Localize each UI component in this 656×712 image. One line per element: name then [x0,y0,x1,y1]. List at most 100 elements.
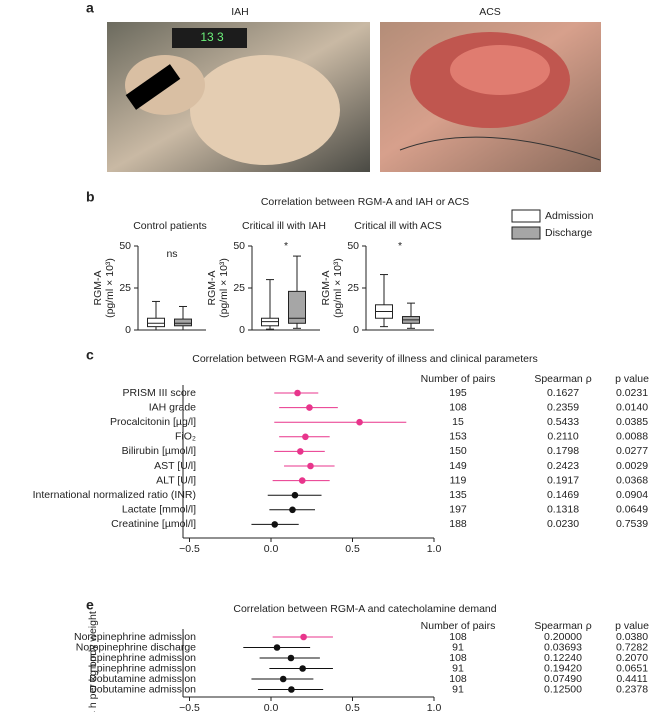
rho-cell: 0.07490 [544,673,582,685]
row-label: Dobutamine admission [89,673,196,685]
p-cell: 0.0029 [616,460,648,472]
point [298,477,306,484]
rho-cell: 0.1627 [547,387,579,399]
subplot-title: Critical ill with ACS [354,220,442,232]
annotation: ns [166,248,177,260]
y-axis-label: 24 h per kg body weight [87,611,99,712]
row-label: Creatinine [µmol/l] [111,518,196,530]
row-label: Norepinephrine admission [74,631,196,643]
row-label: Norepinephrine discharge [76,641,196,653]
column-header: p value [615,620,649,632]
y-axis-label: (pg/ml × 10³) [104,258,116,318]
row-label: International normalized ratio (INR) [33,489,196,501]
pairs-cell: 153 [449,431,467,443]
rho-cell: 0.2359 [547,401,579,413]
panel-label: a [86,0,94,16]
row-label: AST [U/l] [154,460,196,472]
pairs-cell: 197 [449,504,467,516]
rho-cell: 0.5433 [547,416,579,428]
p-cell: 0.0904 [616,489,648,501]
box [147,317,165,328]
p-cell: 0.0277 [616,445,648,457]
point [288,686,295,693]
y-axis-label: RGM-A [206,271,218,306]
pairs-cell: 119 [450,474,467,486]
pairs-cell: 149 [449,460,467,472]
pairs-cell: 108 [449,652,467,664]
pairs-cell: 195 [449,387,467,399]
p-cell: 0.0385 [616,416,648,428]
y-axis-label: RGM-A [320,271,332,306]
subplot-title: Control patients [133,220,207,232]
column-header: Spearman ρ [534,620,591,632]
rho-cell: 0.03693 [544,641,582,653]
y-tick-label: 50 [233,240,245,252]
p-cell: 0.0380 [616,631,648,643]
p-cell: 0.0088 [616,431,648,443]
rho-cell: 0.20000 [544,631,582,643]
column-header: Number of pairs [421,620,496,632]
column-header: Number of pairs [421,373,496,385]
photo-iah: 13 3 [107,22,370,172]
box [288,290,306,324]
column-header: p value [615,373,649,385]
pairs-cell: 108 [449,631,467,643]
point [300,633,307,641]
photo-acs [380,22,601,172]
pairs-cell: 91 [452,641,464,653]
row-label: Bilirubin [µmol/l] [122,445,196,457]
panel-label: e [86,597,94,613]
photo-label: IAH [231,6,249,18]
rho-cell: 0.1469 [547,489,579,501]
point [356,418,363,426]
rho-cell: 0.12240 [544,652,582,664]
legend-swatch [511,226,541,240]
p-cell: 0.7539 [616,518,648,530]
row-label: ALT [U/l] [156,474,196,486]
chart-title: Correlation between RGM-A and IAH or ACS [261,196,469,208]
point [279,675,287,683]
column-header: Spearman ρ [534,373,591,385]
pairs-cell: 135 [449,489,467,501]
y-tick-label: 50 [119,240,131,252]
row-label: Procalcitonin [µg/l] [110,416,196,428]
x-tick-label: 0.0 [264,543,279,555]
rho-cell: 0.2423 [547,460,579,472]
point [291,491,299,499]
row-label: Epinephrine admission [90,652,196,664]
box [174,318,192,327]
y-tick-label: 25 [119,282,131,294]
y-axis-label: (pg/ml × 10³) [218,258,230,318]
rho-cell: 0.19420 [544,662,582,674]
x-tick-label: 0.0 [264,702,279,712]
point [297,448,304,455]
point [302,433,309,441]
y-tick-label: 0 [353,324,359,336]
y-tick-label: 25 [233,282,245,294]
x-tick-label: 1.0 [427,702,442,712]
rho-cell: 0.1917 [547,474,579,486]
point [294,389,301,397]
point [299,665,306,672]
pairs-cell: 108 [449,401,467,413]
point [287,654,295,662]
chart-title: Correlation between RGM-A and severity o… [192,353,538,365]
pairs-cell: 15 [452,416,464,428]
x-tick-label: 0.5 [345,543,360,555]
panel-label: b [86,189,95,205]
p-cell: 0.0231 [616,387,648,399]
x-tick-label: −0.5 [179,543,200,555]
x-tick-label: 0.5 [345,702,360,712]
y-axis-label: (pg/ml × 10³) [332,258,344,318]
p-cell: 0.0649 [616,504,648,516]
annotation: * [284,240,288,252]
svg-text:13 3: 13 3 [200,30,224,44]
legend-label: Admission [545,210,594,222]
pairs-cell: 188 [449,518,467,530]
y-tick-label: 0 [239,324,245,336]
p-cell: 0.2378 [616,683,648,695]
row-label: IAH grade [149,401,196,413]
pairs-cell: 91 [452,683,464,695]
p-cell: 0.2070 [616,652,648,664]
